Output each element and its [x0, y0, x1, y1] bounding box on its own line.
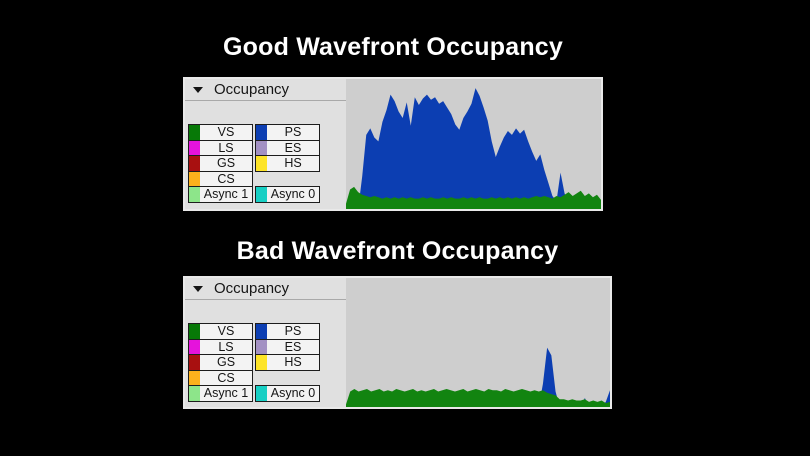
legend-swatch-hs	[256, 355, 267, 370]
series-ps	[346, 88, 601, 209]
legend-label-async-0: Async 0	[270, 386, 316, 400]
legend-row: LS ES	[188, 338, 346, 356]
legend-swatch-es	[256, 339, 267, 355]
legend-cell-ps[interactable]: PS	[255, 124, 320, 141]
legend-row: CS	[188, 369, 346, 387]
occupancy-panel-good: Occupancy VS PS LS ES GS HS CS Async 1 Async 0	[183, 77, 603, 211]
legend-cell-vs[interactable]: VS	[188, 323, 253, 340]
legend-cell-ls[interactable]: LS	[188, 139, 253, 157]
series-vs	[346, 388, 610, 407]
collapse-arrow-icon[interactable]	[193, 86, 203, 93]
legend-label-cs: CS	[217, 171, 235, 186]
legend-swatch-gs	[189, 156, 200, 171]
legend-swatch-hs	[256, 156, 267, 171]
legend-label-hs: HS	[284, 156, 302, 170]
legend-swatch-async-0	[256, 187, 267, 202]
legend-row: VS PS	[188, 323, 346, 340]
legend-swatch-gs	[189, 355, 200, 370]
legend-label-gs: GS	[216, 355, 236, 369]
legend-cell-ls[interactable]: LS	[188, 338, 253, 356]
collapse-arrow-icon[interactable]	[193, 285, 203, 292]
legend-cell-cs[interactable]: CS	[188, 369, 253, 387]
good-occupancy-title: Good Wavefront Occupancy	[222, 33, 564, 61]
legend-swatch-cs	[189, 171, 200, 187]
legend-pane: Occupancy VS PS LS ES GS HS CS Async 1 Async 0	[185, 79, 346, 209]
legend-cell-hs[interactable]: HS	[255, 354, 320, 371]
occupancy-header-label: Occupancy	[214, 81, 290, 98]
legend-label-vs: VS	[217, 324, 235, 338]
legend-swatch-cs	[189, 370, 200, 386]
legend-row: CS	[188, 170, 346, 188]
legend-swatch-async-1	[189, 386, 200, 401]
legend-row: VS PS	[188, 124, 346, 141]
legend-cell-hs[interactable]: HS	[255, 155, 320, 172]
legend-cell-empty	[255, 171, 320, 188]
legend-table: VS PS LS ES GS HS CS Async 1 Async 0	[188, 124, 346, 203]
occupancy-header-label: Occupancy	[214, 280, 290, 297]
legend-label-ps: PS	[284, 125, 302, 139]
legend-label-es: ES	[284, 140, 302, 155]
legend-row: Async 1 Async 0	[188, 186, 346, 203]
legend-label-async-1: Async 1	[203, 386, 249, 400]
legend-swatch-ls	[189, 140, 200, 156]
legend-row: LS ES	[188, 139, 346, 157]
legend-row: Async 1 Async 0	[188, 385, 346, 402]
legend-row: GS HS	[188, 155, 346, 172]
legend-cell-cs[interactable]: CS	[188, 170, 253, 188]
wavefront-occupancy-chart-bad[interactable]	[346, 278, 610, 407]
legend-label-ls: LS	[218, 140, 234, 155]
legend-cell-gs[interactable]: GS	[188, 155, 253, 172]
legend-swatch-async-0	[256, 386, 267, 401]
legend-label-ls: LS	[218, 339, 234, 354]
wavefront-occupancy-chart-good[interactable]	[346, 79, 601, 209]
legend-cell-empty	[255, 370, 320, 387]
legend-table: VS PS LS ES GS HS CS Async 1 Async 0	[188, 323, 346, 402]
legend-swatch-es	[256, 140, 267, 156]
legend-cell-gs[interactable]: GS	[188, 354, 253, 371]
legend-label-hs: HS	[284, 355, 302, 369]
legend-swatch-ps	[256, 125, 267, 140]
bad-occupancy-title: Bad Wavefront Occupancy	[236, 237, 559, 265]
legend-cell-es[interactable]: ES	[255, 139, 320, 157]
legend-swatch-async-1	[189, 187, 200, 202]
legend-swatch-vs	[189, 324, 200, 339]
legend-label-es: ES	[284, 339, 302, 354]
legend-cell-async-1[interactable]: Async 1	[188, 186, 253, 203]
legend-label-gs: GS	[216, 156, 236, 170]
occupancy-area-chart	[346, 88, 601, 209]
legend-label-async-1: Async 1	[203, 187, 249, 201]
legend-label-cs: CS	[217, 370, 235, 385]
legend-cell-async-0[interactable]: Async 0	[255, 186, 320, 203]
legend-cell-vs[interactable]: VS	[188, 124, 253, 141]
series-vs	[346, 186, 601, 209]
legend-cell-async-0[interactable]: Async 0	[255, 385, 320, 402]
legend-label-async-0: Async 0	[270, 187, 316, 201]
legend-cell-async-1[interactable]: Async 1	[188, 385, 253, 402]
legend-label-ps: PS	[284, 324, 302, 338]
legend-cell-es[interactable]: ES	[255, 338, 320, 356]
legend-row: GS HS	[188, 354, 346, 371]
occupancy-area-chart	[346, 347, 610, 407]
legend-cell-ps[interactable]: PS	[255, 323, 320, 340]
legend-swatch-ls	[189, 339, 200, 355]
occupancy-panel-bad: Occupancy VS PS LS ES GS HS CS Async 1 Async 0	[183, 276, 612, 409]
legend-swatch-vs	[189, 125, 200, 140]
occupancy-panel-header: Occupancy	[185, 278, 346, 300]
occupancy-panel-header: Occupancy	[185, 79, 346, 101]
legend-pane: Occupancy VS PS LS ES GS HS CS Async 1 Async 0	[185, 278, 346, 407]
legend-swatch-ps	[256, 324, 267, 339]
legend-label-vs: VS	[217, 125, 235, 139]
